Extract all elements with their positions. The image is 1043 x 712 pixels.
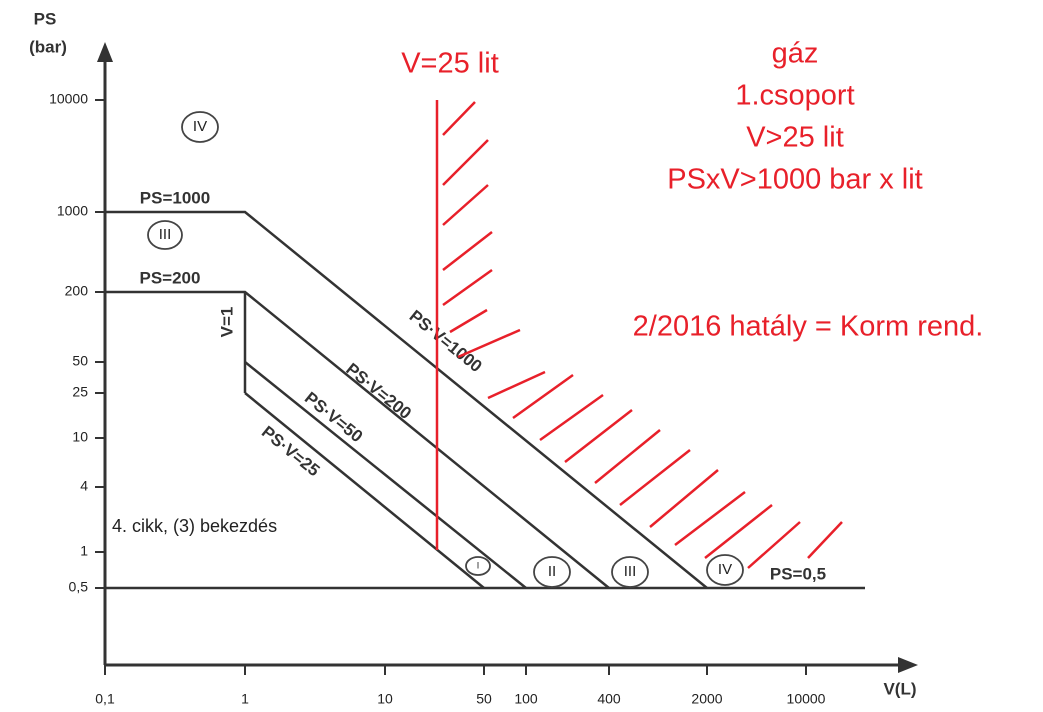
hatching — [435, 100, 843, 569]
x-tick-label: 1 — [241, 691, 249, 707]
psv50-line — [244, 361, 527, 589]
note: 4. cikk, (3) bekezdés — [112, 516, 277, 536]
line-label: PS·V=200 — [342, 359, 415, 423]
red-block-line: 1.csoport — [735, 80, 854, 112]
y-unit: (bar) — [29, 37, 67, 56]
y-arrow — [97, 42, 113, 62]
region-label: IV — [193, 118, 207, 135]
psv25-line — [244, 392, 485, 589]
region-label: II — [548, 563, 556, 580]
classification-lines — [105, 210, 865, 590]
y-tick-label: 1000 — [57, 203, 88, 219]
x-arrow — [898, 657, 918, 673]
region-label: III — [624, 563, 637, 580]
red-block-line: PSxV>1000 bar x lit — [667, 164, 923, 196]
region-circle — [611, 556, 649, 588]
x-tick-label: 400 — [597, 691, 621, 707]
red-block-line: gáz — [772, 38, 819, 70]
region-circle — [706, 554, 744, 586]
region-circle — [465, 556, 491, 576]
red-label: V=25 lit — [401, 48, 499, 80]
line-label: PS=1000 — [140, 188, 210, 207]
line-label: PS=200 — [140, 268, 201, 287]
y-tick-label: 10 — [72, 429, 88, 445]
line-label: PS=0,5 — [770, 564, 826, 583]
y-tick-label: 4 — [80, 478, 88, 494]
region-circle — [181, 111, 219, 143]
x-tick-label: 10 — [377, 691, 393, 707]
x-tick-label: 50 — [476, 691, 492, 707]
y-tick-label: 0,5 — [69, 579, 89, 595]
hatch-lines — [442, 101, 843, 569]
region-label: IV — [718, 561, 732, 578]
axes — [97, 42, 918, 673]
y-tick-label: 200 — [65, 283, 89, 299]
y-tick-label: 1 — [80, 543, 88, 559]
x-tick-label: 2000 — [691, 691, 722, 707]
y-tick-label: 10000 — [49, 91, 88, 107]
x-label: V(L) — [883, 679, 916, 698]
line-label: PS·V=50 — [301, 388, 366, 446]
red-block-line: V>25 lit — [746, 122, 844, 154]
decree: 2/2016 hatály = Korm rend. — [633, 311, 984, 343]
ps1000-line — [105, 210, 708, 589]
region-circle — [533, 556, 571, 588]
x-tick-label: 0,1 — [95, 691, 115, 707]
y-tick-label: 25 — [72, 384, 88, 400]
y-tick-label: 50 — [72, 353, 88, 369]
x-tick-label: 10000 — [787, 691, 826, 707]
line-label: V=1 — [217, 307, 236, 338]
region-label: I — [477, 560, 480, 570]
x-tick-label: 100 — [514, 691, 538, 707]
region-circle — [147, 220, 183, 250]
y-label: PS — [34, 9, 57, 28]
region-label: III — [159, 226, 172, 243]
